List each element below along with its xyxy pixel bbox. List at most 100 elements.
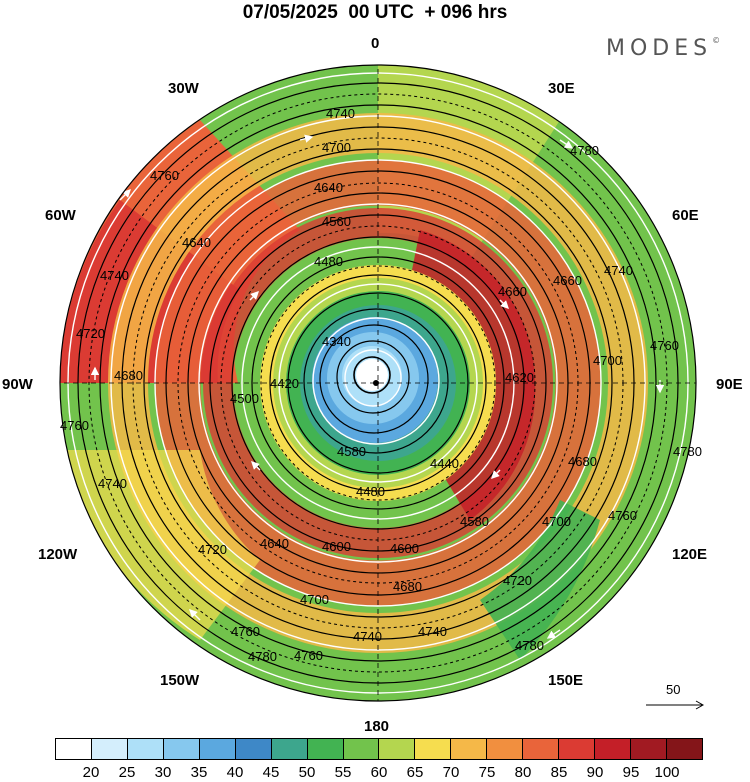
contour-labels: 4740 4700 4640 4560 4480 4340 4420 4580 … <box>60 106 702 664</box>
contour-label: 4640 <box>182 235 211 250</box>
contour-label: 4680 <box>568 454 597 469</box>
contour-label: 4780 <box>515 638 544 653</box>
lon-label-90e: 90E <box>716 376 743 393</box>
colorbar-tick-label: 30 <box>154 764 172 781</box>
contour-label: 4720 <box>76 326 105 341</box>
colorbar-tick-label: 60 <box>370 764 388 781</box>
colorbar-tick-label: 90 <box>586 764 604 781</box>
colorbar-tick-label: 20 <box>82 764 100 781</box>
contour-label: 4760 <box>231 624 260 639</box>
contour-label: 4760 <box>150 168 179 183</box>
contour-label: 4480 <box>314 254 343 269</box>
contour-label: 4500 <box>230 391 259 406</box>
lon-label-120w: 120W <box>38 546 78 563</box>
contour-label: 4580 <box>337 444 366 459</box>
contour-label: 4740 <box>418 624 447 639</box>
colorbar-swatch <box>415 739 452 759</box>
colorbar-swatch <box>56 739 92 759</box>
colorbar-swatch <box>523 739 560 759</box>
colorbar-swatch <box>307 739 344 759</box>
contour-label: 4780 <box>248 649 277 664</box>
contour-label: 4740 <box>100 268 129 283</box>
colorbar-tick-label: 75 <box>478 764 496 781</box>
lon-label-150e: 150E <box>548 672 584 689</box>
vector-scale-label: 50 <box>666 682 681 697</box>
contour-label: 4580 <box>460 514 489 529</box>
contour-label: 4740 <box>326 106 355 121</box>
colorbar-swatch <box>235 739 272 759</box>
contour-label: 4720 <box>198 542 227 557</box>
lon-label-150w: 150W <box>160 672 200 689</box>
lon-label-0: 0 <box>371 35 380 52</box>
colorbar-tick-label: 35 <box>190 764 208 781</box>
contour-label: 4740 <box>353 629 382 644</box>
colorbar-tick-label: 50 <box>298 764 316 781</box>
contour-label: 4700 <box>593 353 622 368</box>
colorbar-tick-label: 70 <box>442 764 460 781</box>
contour-label: 4420 <box>270 376 299 391</box>
colorbar-swatch <box>379 739 416 759</box>
colorbar-swatch <box>666 739 702 759</box>
lon-label-60e: 60E <box>672 207 699 224</box>
lon-label-120e: 120E <box>672 546 708 563</box>
contour-label: 4660 <box>498 284 527 299</box>
contour-label: 4560 <box>322 214 351 229</box>
colorbar-tick-label: 45 <box>262 764 280 781</box>
contour-label: 4600 <box>390 541 419 556</box>
colorbar-swatch <box>451 739 488 759</box>
colorbar-swatch <box>487 739 524 759</box>
contour-label: 4680 <box>393 579 422 594</box>
contour-label: 4700 <box>300 592 329 607</box>
colorbar-swatch <box>559 739 596 759</box>
contour-label: 4660 <box>553 273 582 288</box>
colorbar-tick-label: 85 <box>550 764 568 781</box>
colorbar-swatch <box>163 739 200 759</box>
contour-label: 4700 <box>322 140 351 155</box>
colorbar-swatch <box>343 739 380 759</box>
contour-label: 4740 <box>604 263 633 278</box>
colorbar-tick-label: 55 <box>334 764 352 781</box>
lon-label-30e: 30E <box>548 80 575 97</box>
lon-label-180: 180 <box>364 718 390 735</box>
map-boundary <box>59 64 697 702</box>
colorbar-tick-label: 25 <box>118 764 136 781</box>
colorbar-tick-label: 100 <box>654 764 680 781</box>
lon-label-30w: 30W <box>168 80 199 97</box>
contour-label: 4780 <box>570 143 599 158</box>
contour-label: 4640 <box>314 180 343 195</box>
colorbar-swatch <box>631 739 667 759</box>
vector-scale: 50 <box>640 682 710 718</box>
contour-label: 4780 <box>673 444 702 459</box>
contour-label: 4720 <box>503 573 532 588</box>
colorbar-swatch <box>127 739 164 759</box>
colorbar-tick-label: 80 <box>514 764 532 781</box>
contour-label: 4760 <box>608 508 637 523</box>
contour-label: 4700 <box>542 514 571 529</box>
contour-label: 4760 <box>60 418 89 433</box>
colorbar-ticks: 20 25 30 35 40 45 50 55 60 65 70 75 80 85 90 95 100 <box>0 764 750 782</box>
contour-label: 4600 <box>322 539 351 554</box>
colorbar-tick-label: 65 <box>406 764 424 781</box>
map-title: 07/05/2025 00 UTC + 096 hrs <box>242 2 508 23</box>
pole-marker <box>373 380 379 386</box>
lon-label-60w: 60W <box>45 207 76 224</box>
vector-scale-arrow-icon <box>646 700 705 710</box>
contour-label: 4680 <box>114 368 143 383</box>
contour-label: 4620 <box>505 370 534 385</box>
colorbar-swatch <box>91 739 128 759</box>
contour-label: 4640 <box>260 536 289 551</box>
colorbar <box>55 738 703 760</box>
colorbar-tick-label: 40 <box>226 764 244 781</box>
colorbar-tick-label: 95 <box>622 764 640 781</box>
contour-label: 4480 <box>356 484 385 499</box>
lon-label-90w: 90W <box>2 376 33 393</box>
contour-label: 4340 <box>322 334 351 349</box>
colorbar-swatch <box>595 739 631 759</box>
contour-label: 4760 <box>294 648 323 663</box>
contour-label: 4760 <box>650 338 679 353</box>
contour-label: 4740 <box>98 476 127 491</box>
contour-label: 4440 <box>430 456 459 471</box>
colorbar-swatch <box>271 739 308 759</box>
colorbar-swatch <box>199 739 236 759</box>
